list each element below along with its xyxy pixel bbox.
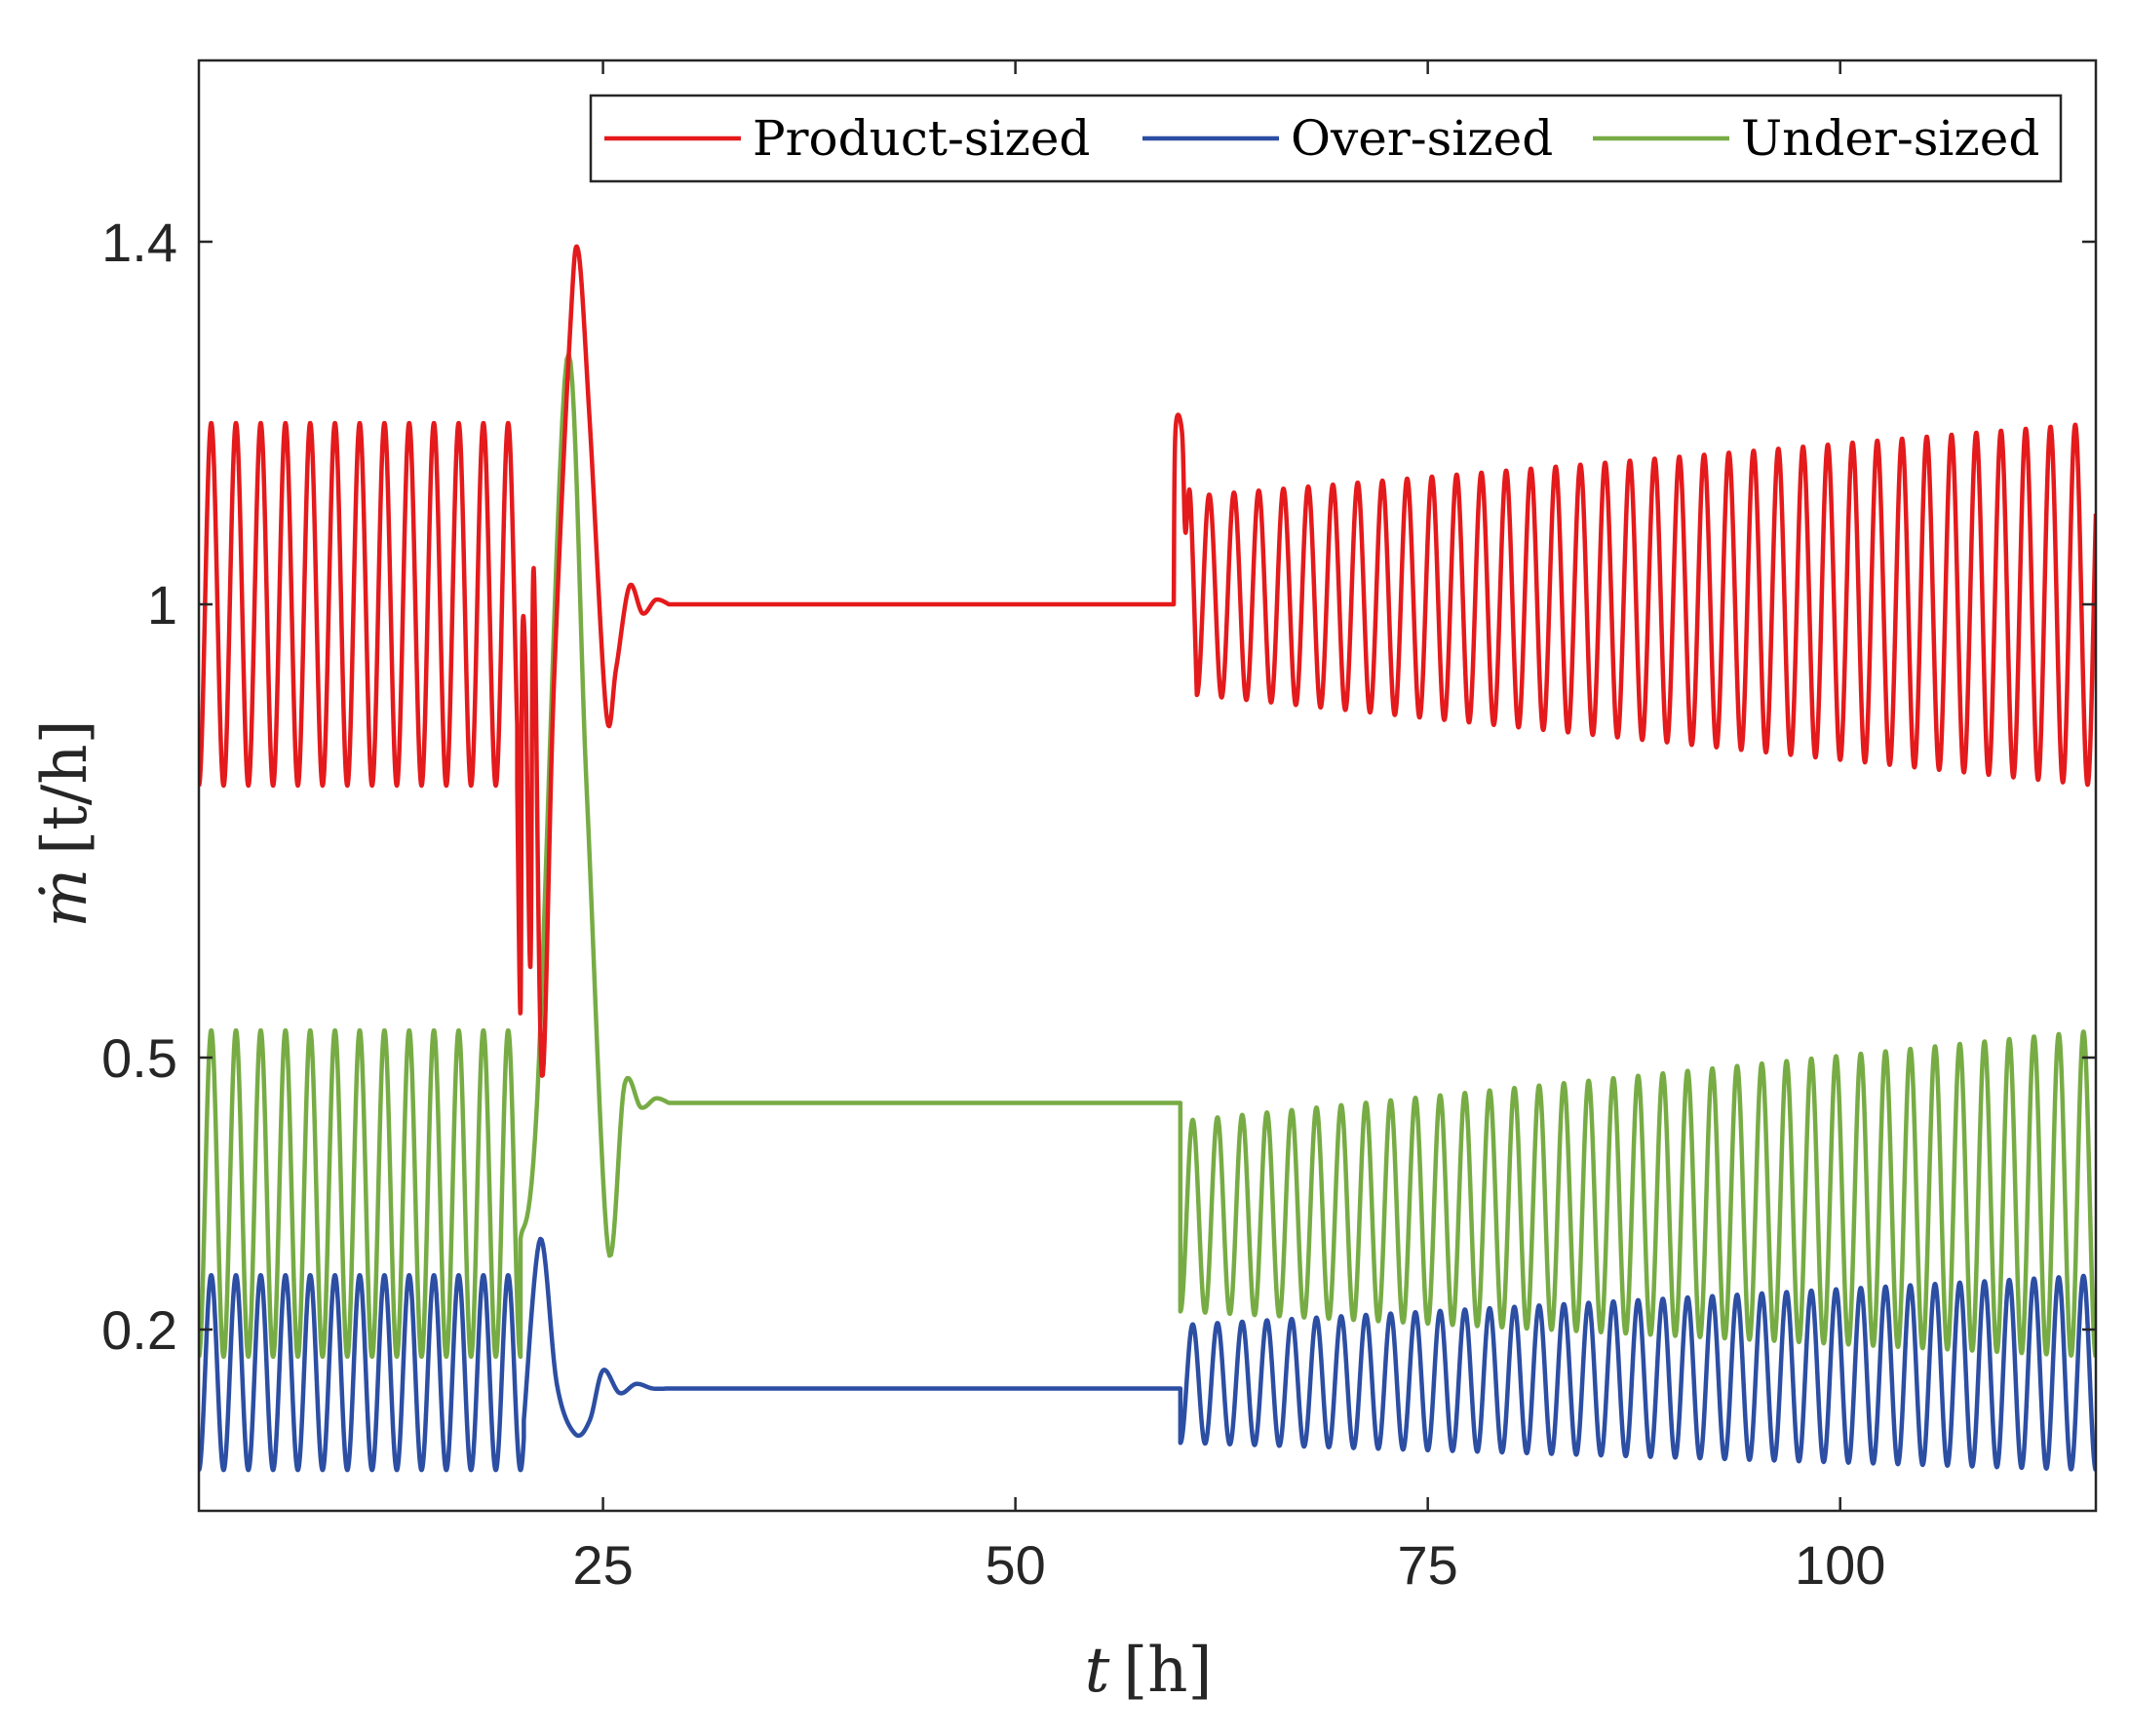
- legend-item-under-sized: Under-sized: [1593, 110, 2039, 167]
- x-tick-label: 75: [1398, 1534, 1458, 1596]
- series-layer: [199, 244, 2096, 1473]
- legend-label: Under-sized: [1741, 110, 2039, 167]
- axes-frame: [197, 58, 2098, 1513]
- series-line-product-sized: [199, 244, 2096, 1078]
- series-line-under-sized: [199, 351, 2096, 1360]
- y-tick-label: 0.2: [101, 1299, 177, 1361]
- legend-items: Product-sized Over-sized Under-sized: [604, 110, 2039, 167]
- y-tick-label: 0.5: [101, 1027, 177, 1089]
- x-tick-labels: 25 50 75 100: [572, 1534, 1885, 1596]
- x-tick-label: 50: [985, 1534, 1045, 1596]
- legend: Product-sized Over-sized Under-sized: [589, 94, 2063, 183]
- x-tick-label: 100: [1795, 1534, 1885, 1596]
- y-tick-labels: 0.2 0.5 1 1.4: [101, 212, 177, 1361]
- legend-label: Product-sized: [753, 110, 1090, 167]
- x-tick-label: 25: [572, 1534, 633, 1596]
- x-axis-label: t [h]: [1085, 1635, 1213, 1707]
- legend-box: [589, 94, 2063, 183]
- y-tick-label: 1: [147, 574, 177, 636]
- y-axis-label: ṁ[t/h]: [29, 719, 101, 927]
- series-line-over-sized: [199, 1236, 2096, 1473]
- ticks-layer: [199, 60, 2096, 1511]
- legend-item-product-sized: Product-sized: [604, 110, 1090, 167]
- legend-label: Over-sized: [1291, 110, 1553, 167]
- y-tick-label: 1.4: [101, 212, 177, 273]
- legend-item-over-sized: Over-sized: [1142, 110, 1553, 167]
- plot-area: [197, 58, 2098, 1513]
